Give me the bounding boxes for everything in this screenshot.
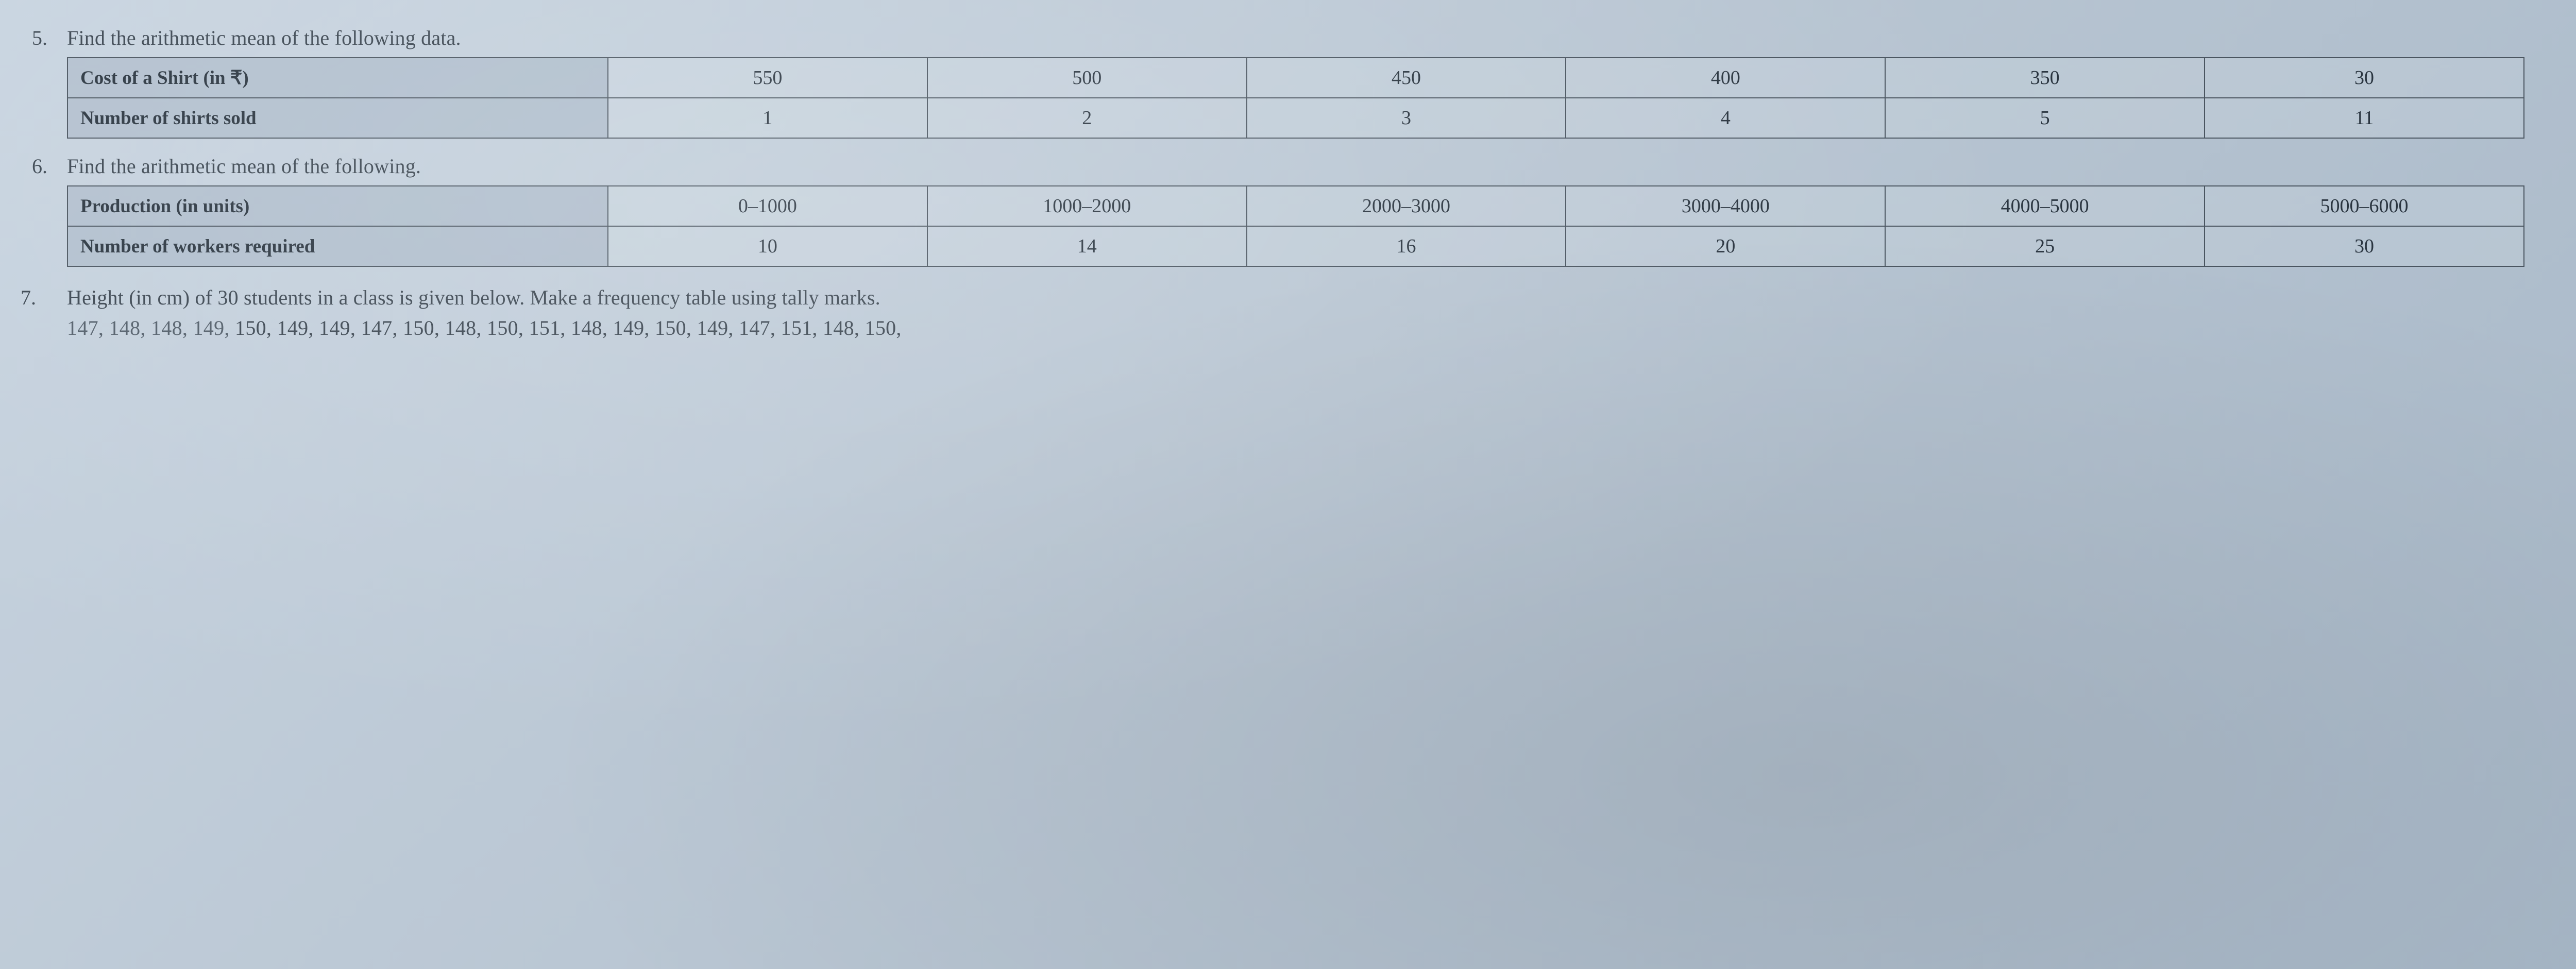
table-cell: 4000–5000 xyxy=(1885,186,2205,226)
row-header: Number of shirts sold xyxy=(67,98,608,138)
rupee-icon: ₹ xyxy=(230,67,243,88)
table-cell: 500 xyxy=(927,58,1247,98)
table-cell: 3000–4000 xyxy=(1566,186,1885,226)
table-cell: 0–1000 xyxy=(608,186,927,226)
question-number-6: 6. xyxy=(21,154,67,178)
table-cell: 16 xyxy=(1247,226,1566,266)
table-cell: 20 xyxy=(1566,226,1885,266)
question-text-5: Find the arithmetic mean of the followin… xyxy=(67,26,2555,50)
question-text-6: Find the arithmetic mean of the followin… xyxy=(67,154,2555,178)
table-cell: 11 xyxy=(2205,98,2524,138)
question-number-5: 5. xyxy=(21,26,67,50)
table-cell: 30 xyxy=(2205,58,2524,98)
table-row: Cost of a Shirt (in ₹) 550 500 450 400 3… xyxy=(67,58,2524,98)
row-header: Cost of a Shirt (in ₹) xyxy=(67,58,608,98)
table-cell: 14 xyxy=(927,226,1247,266)
table-q5: Cost of a Shirt (in ₹) 550 500 450 400 3… xyxy=(67,57,2524,139)
table-row: Production (in units) 0–1000 1000–2000 2… xyxy=(67,186,2524,226)
question-5: 5. Find the arithmetic mean of the follo… xyxy=(21,26,2555,50)
question-text-7: Height (in cm) of 30 students in a class… xyxy=(67,285,2555,310)
table-cell: 10 xyxy=(608,226,927,266)
label-text: ) xyxy=(242,67,248,89)
data-table: Cost of a Shirt (in ₹) 550 500 450 400 3… xyxy=(67,57,2524,139)
table-cell: 25 xyxy=(1885,226,2205,266)
question-number-7: 7. xyxy=(21,285,67,310)
partial-cutoff-text: 147, 148, 148, 149, xyxy=(67,316,230,339)
table-cell: 3 xyxy=(1247,98,1566,138)
table-cell: 1000–2000 xyxy=(927,186,1247,226)
table-cell: 5000–6000 xyxy=(2205,186,2524,226)
table-row: Number of workers required 10 14 16 20 2… xyxy=(67,226,2524,266)
table-q6: Production (in units) 0–1000 1000–2000 2… xyxy=(67,185,2524,267)
table-cell: 1 xyxy=(608,98,927,138)
table-cell: 5 xyxy=(1885,98,2205,138)
label-text: Cost of a Shirt (in xyxy=(80,67,230,89)
table-cell: 550 xyxy=(608,58,927,98)
table-cell: 2 xyxy=(927,98,1247,138)
question-6: 6. Find the arithmetic mean of the follo… xyxy=(21,154,2555,178)
table-cell: 350 xyxy=(1885,58,2205,98)
table-cell: 30 xyxy=(2205,226,2524,266)
table-cell: 400 xyxy=(1566,58,1885,98)
table-cell: 4 xyxy=(1566,98,1885,138)
row-header: Production (in units) xyxy=(67,186,608,226)
question-7: 7. Height (in cm) of 30 students in a cl… xyxy=(21,285,2555,310)
table-row: Number of shirts sold 1 2 3 4 5 11 xyxy=(67,98,2524,138)
data-table: Production (in units) 0–1000 1000–2000 2… xyxy=(67,185,2524,267)
row-header: Number of workers required xyxy=(67,226,608,266)
table-cell: 450 xyxy=(1247,58,1566,98)
heights-data-line: 147, 148, 148, 149, 150, 149, 149, 147, … xyxy=(67,316,2555,340)
heights-values: 150, 149, 149, 147, 150, 148, 150, 151, … xyxy=(235,316,902,339)
table-cell: 2000–3000 xyxy=(1247,186,1566,226)
